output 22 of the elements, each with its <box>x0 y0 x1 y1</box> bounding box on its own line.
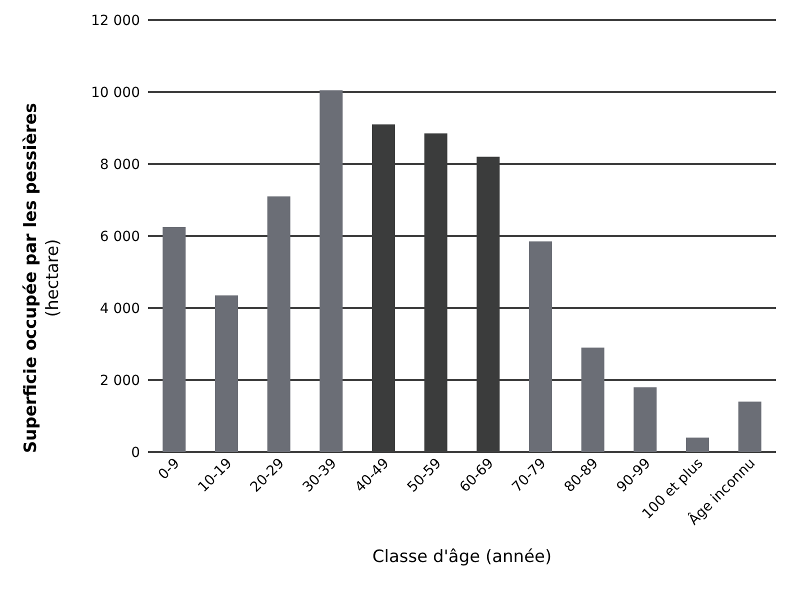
x-axis-title: Classe d'âge (année) <box>372 547 552 567</box>
y-tick-label: 0 <box>131 444 140 461</box>
y-tick-label: 4 000 <box>100 300 140 317</box>
y-tick-label: 12 000 <box>91 12 140 29</box>
bar <box>320 90 343 452</box>
bar <box>634 387 657 452</box>
bar <box>214 295 238 452</box>
bar <box>686 438 709 452</box>
bar <box>372 124 395 452</box>
y-tick-label: 6 000 <box>100 228 140 245</box>
bar <box>162 227 186 452</box>
y-tick-label: 2 000 <box>100 372 140 389</box>
x-tick-label: 0-9 <box>156 456 183 484</box>
bar <box>267 196 290 452</box>
y-tick-label: 10 000 <box>91 84 140 101</box>
bar <box>581 348 604 452</box>
bar <box>424 133 448 452</box>
y-axis-title: Superficie occupée par les pessières (hectare) <box>21 102 63 454</box>
bar <box>738 402 762 452</box>
bar <box>528 241 552 452</box>
bar <box>476 156 500 452</box>
y-tick-label: 8 000 <box>100 156 140 173</box>
